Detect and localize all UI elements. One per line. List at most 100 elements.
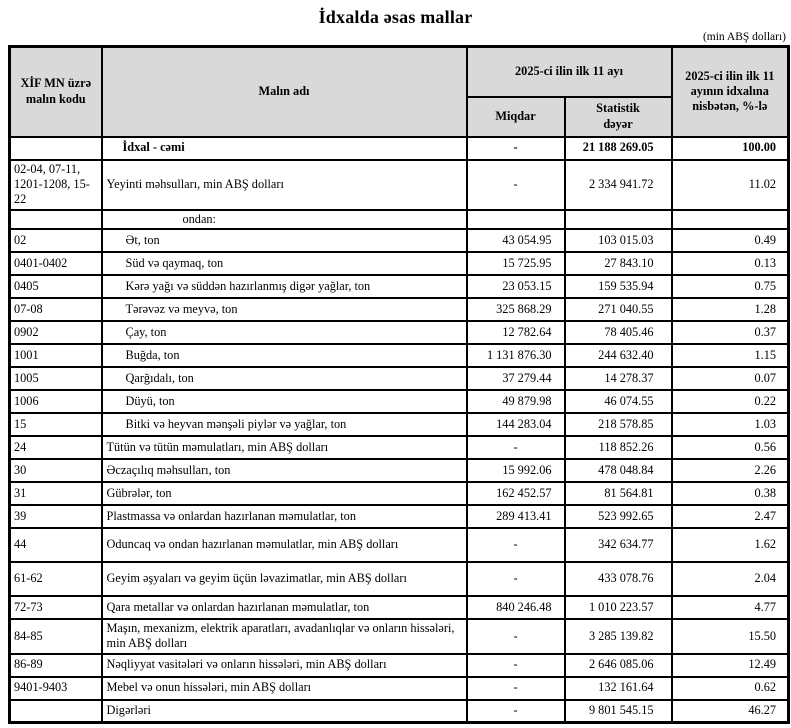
value-cell (563, 208, 673, 230)
value-cell: 2 334 941.72 (563, 158, 673, 211)
table-header-share: 2025-ci ilin ilk 11 ayının idxalına nisb… (670, 45, 790, 138)
value-cell: 244 632.40 (563, 342, 673, 368)
quantity-cell: 37 279.44 (465, 365, 566, 391)
quantity-cell: - (465, 617, 566, 655)
share-cell: 2.47 (670, 503, 790, 529)
quantity-cell: 49 879.98 (465, 388, 566, 414)
code-cell: 1005 (8, 365, 103, 391)
import-table: XİF MN üzrə malın kodu Malın adı 2025-ci… (8, 45, 791, 725)
table-row: İdxal - cəmi -21 188 269.05 100.00 (8, 135, 790, 161)
quantity-cell: 289 413.41 (465, 503, 566, 529)
table-row: 86-89 Nəqliyyat vasitələri və onların his… (8, 652, 790, 678)
name-cell: Maşın, mexanizm, elektrik aparatları, av… (100, 617, 468, 655)
value-cell: 1 010 223.57 (563, 594, 673, 620)
value-cell: 218 578.85 (563, 411, 673, 437)
quantity-cell: - (465, 158, 566, 211)
share-cell: 46.27 (670, 698, 790, 724)
name-cell: Tütün və tütün məmulatları, min ABŞ doll… (100, 434, 468, 460)
table-row: 07-08 Tərəvəz və meyvə, ton 325 868.29 271 … (8, 296, 790, 322)
quantity-cell: - (465, 652, 566, 678)
share-cell: 12.49 (670, 652, 790, 678)
table-header-quantity: Miqdar (465, 95, 566, 138)
code-cell: 44 (8, 526, 103, 563)
value-cell: 132 161.64 (563, 675, 673, 701)
code-cell (8, 135, 103, 161)
table-row: 39 Plastmassa və onlardan hazırlanan məmu… (8, 503, 790, 529)
share-cell: 0.38 (670, 480, 790, 506)
quantity-cell: - (465, 560, 566, 597)
code-cell: 07-08 (8, 296, 103, 322)
code-cell: 0405 (8, 273, 103, 299)
value-cell: 81 564.81 (563, 480, 673, 506)
table-header-name: Malın adı (100, 45, 468, 138)
code-cell: 02-04, 07-11, 1201-1208, 15-22 (8, 158, 103, 211)
share-cell: 0.62 (670, 675, 790, 701)
name-cell: Gübrələr, ton (100, 480, 468, 506)
value-cell: 21 188 269.05 (563, 135, 673, 161)
name-cell: Süd və qaymaq, ton (100, 250, 468, 276)
share-cell: 0.56 (670, 434, 790, 460)
value-cell: 342 634.77 (563, 526, 673, 563)
name-cell: Nəqliyyat vasitələri və onların hissələr… (100, 652, 468, 678)
share-cell: 1.15 (670, 342, 790, 368)
table-header-stat-value: Statistik dəyər (563, 95, 673, 138)
value-cell: 3 285 139.82 (563, 617, 673, 655)
name-cell: Plastmassa və onlardan hazırlanan məmula… (100, 503, 468, 529)
table-row: 0405 Kərə yağı və süddən hazırlanmış digə… (8, 273, 790, 299)
quantity-cell: 12 782.64 (465, 319, 566, 345)
value-cell: 46 074.55 (563, 388, 673, 414)
name-cell: Bitki və heyvan mənşəli piylər və yağlar… (100, 411, 468, 437)
table-row: ondan: (8, 208, 790, 230)
code-cell: 31 (8, 480, 103, 506)
quantity-cell: 23 053.15 (465, 273, 566, 299)
code-cell: 9401-9403 (8, 675, 103, 701)
table-header-code: XİF MN üzrə malın kodu (8, 45, 103, 138)
name-cell: İdxal - cəmi (100, 135, 468, 161)
quantity-cell: 162 452.57 (465, 480, 566, 506)
table-row: 24 Tütün və tütün məmulatları, min ABŞ do… (8, 434, 790, 460)
value-cell: 271 040.55 (563, 296, 673, 322)
table-row: Digərləri -9 801 545.15 46.27 (8, 698, 790, 724)
value-cell: 523 992.65 (563, 503, 673, 529)
share-cell: 1.03 (670, 411, 790, 437)
share-cell: 11.02 (670, 158, 790, 211)
code-cell: 15 (8, 411, 103, 437)
share-cell: 15.50 (670, 617, 790, 655)
code-cell: 39 (8, 503, 103, 529)
share-cell: 0.07 (670, 365, 790, 391)
share-cell: 2.26 (670, 457, 790, 483)
table-row: 1001 Buğda, ton 1 131 876.30 244 632.40 1.15 (8, 342, 790, 368)
share-cell: 0.22 (670, 388, 790, 414)
value-cell: 118 852.26 (563, 434, 673, 460)
table-row: 9401-9403 Mebel və onun hissələri, min AB… (8, 675, 790, 701)
table-row: 84-85 Maşın, mexanizm, elektrik aparatlar… (8, 617, 790, 655)
quantity-cell: 325 868.29 (465, 296, 566, 322)
value-cell: 2 646 085.06 (563, 652, 673, 678)
quantity-cell: - (465, 135, 566, 161)
name-cell: Kərə yağı və süddən hazırlanmış digər ya… (100, 273, 468, 299)
name-cell: Əczaçılıq məhsulları, ton (100, 457, 468, 483)
code-cell: 24 (8, 434, 103, 460)
share-cell: 0.37 (670, 319, 790, 345)
name-cell: Ət, ton (100, 227, 468, 253)
quantity-cell: - (465, 675, 566, 701)
quantity-cell (465, 208, 566, 230)
table-row: 0401-0402 Süd və qaymaq, ton 15 725.95 27 8… (8, 250, 790, 276)
quantity-cell: 15 725.95 (465, 250, 566, 276)
name-cell: Düyü, ton (100, 388, 468, 414)
table-row: 30 Əczaçılıq məhsulları, ton 15 992.06 478 … (8, 457, 790, 483)
name-cell: Digərləri (100, 698, 468, 724)
code-cell (8, 698, 103, 724)
table-row: 02 Ət, ton 43 054.95 103 015.03 0.49 (8, 227, 790, 253)
name-cell: Yeyinti məhsulları, min ABŞ dolları (100, 158, 468, 211)
table-row: 61-62 Geyim əşyaları və geyim üçün ləvazi… (8, 560, 790, 597)
table-row: 15 Bitki və heyvan mənşəli piylər və yağl… (8, 411, 790, 437)
name-cell: ondan: (100, 208, 468, 230)
name-cell: Geyim əşyaları və geyim üçün ləvazimatla… (100, 560, 468, 597)
quantity-cell: 840 246.48 (465, 594, 566, 620)
code-cell: 02 (8, 227, 103, 253)
name-cell: Çay, ton (100, 319, 468, 345)
code-cell: 72-73 (8, 594, 103, 620)
value-cell: 433 078.76 (563, 560, 673, 597)
share-cell: 0.13 (670, 250, 790, 276)
